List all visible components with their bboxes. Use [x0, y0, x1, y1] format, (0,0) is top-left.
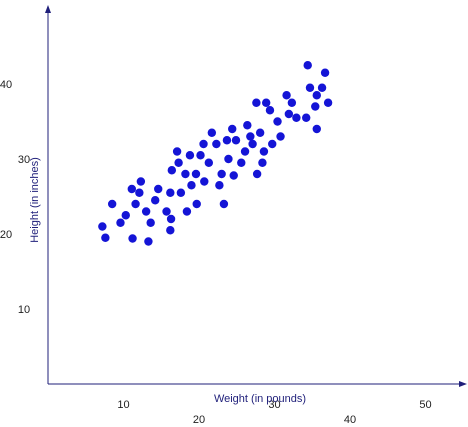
data-point: [231, 136, 241, 145]
data-point: [166, 214, 176, 224]
data-point: [252, 98, 261, 107]
data-point: [151, 196, 160, 205]
data-point: [219, 199, 229, 209]
x-tick-label: 20: [193, 414, 205, 426]
data-point: [127, 184, 137, 194]
data-point: [166, 188, 175, 197]
data-point: [196, 151, 205, 160]
data-point: [212, 139, 221, 149]
data-point: [176, 188, 186, 197]
data-point: [303, 61, 312, 70]
data-point: [252, 169, 262, 179]
data-point: [192, 199, 201, 209]
data-point: [121, 211, 130, 220]
data-point: [292, 113, 301, 122]
data-point: [312, 124, 321, 134]
data-point: [311, 102, 320, 111]
y-tick-label: 30: [18, 154, 30, 166]
data-point: [141, 207, 151, 216]
x-tick-label: 30: [268, 399, 280, 411]
data-point: [191, 169, 201, 179]
data-point: [185, 151, 195, 160]
y-axis-arrow: [45, 5, 51, 13]
y-tick-label: 20: [0, 229, 12, 241]
data-point: [98, 222, 107, 231]
data-point: [312, 91, 321, 100]
data-point: [166, 226, 175, 235]
scatter-points: [98, 61, 333, 246]
data-point: [181, 169, 190, 179]
data-point: [222, 136, 232, 145]
data-point: [174, 158, 183, 167]
x-axis-arrow: [459, 381, 467, 387]
data-point: [101, 233, 110, 242]
data-point: [131, 199, 140, 209]
data-point: [228, 124, 237, 134]
data-point: [116, 218, 125, 227]
data-point: [246, 132, 255, 141]
data-point: [154, 184, 163, 194]
data-point: [268, 139, 277, 149]
data-point: [204, 158, 214, 167]
data-point: [182, 207, 192, 216]
data-point: [144, 237, 153, 246]
data-point: [146, 218, 155, 227]
data-point: [200, 177, 209, 186]
data-point: [255, 128, 265, 137]
data-point: [215, 181, 224, 190]
data-point: [248, 139, 257, 149]
x-tick-labels: 10 20 30 40 50: [117, 399, 431, 426]
data-point: [258, 158, 267, 167]
y-tick-labels: 10 20 30 40: [0, 79, 30, 316]
data-point: [320, 68, 330, 77]
data-point: [136, 177, 146, 186]
x-tick-label: 40: [344, 414, 356, 426]
data-point: [167, 166, 177, 175]
x-axis-title: Weight (in pounds): [214, 393, 306, 405]
data-point: [273, 117, 282, 126]
x-tick-label: 10: [117, 399, 129, 411]
data-point: [237, 158, 246, 167]
data-point: [243, 121, 252, 130]
data-point: [261, 98, 271, 107]
data-point: [199, 139, 208, 149]
data-point: [287, 98, 297, 107]
data-point: [162, 207, 171, 216]
data-point: [128, 234, 137, 243]
data-point: [135, 188, 144, 197]
y-tick-label: 40: [0, 79, 12, 91]
y-tick-label: 10: [18, 304, 30, 316]
data-point: [302, 113, 311, 122]
data-point: [207, 128, 217, 137]
data-point: [224, 154, 233, 164]
y-axis-title: Height (in inches): [29, 157, 41, 243]
data-point: [317, 83, 327, 92]
data-point: [217, 169, 226, 179]
x-tick-label: 50: [419, 399, 431, 411]
data-point: [107, 199, 117, 209]
data-point: [240, 147, 250, 156]
axes-layer: [45, 5, 467, 387]
data-point: [276, 132, 285, 141]
data-point: [265, 106, 275, 115]
data-point: [259, 147, 269, 156]
data-point: [305, 83, 315, 92]
data-point: [187, 181, 196, 190]
data-point: [172, 147, 182, 156]
data-point: [282, 91, 291, 100]
data-point: [229, 171, 238, 180]
data-point: [323, 98, 333, 107]
data-point: [284, 109, 294, 119]
